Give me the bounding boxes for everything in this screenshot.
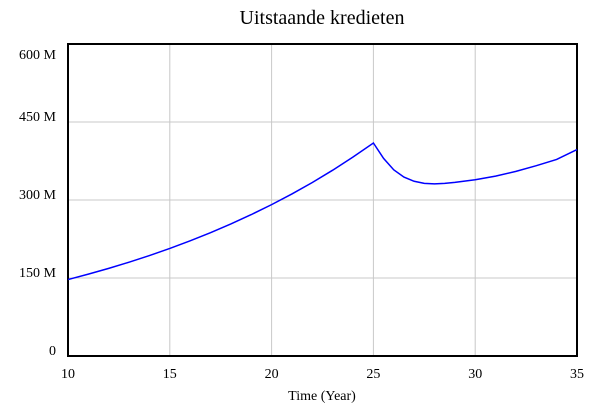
chart-title: Uitstaande kredieten [240, 7, 405, 29]
x-tick-label: 15 [163, 367, 177, 382]
y-tick-label: 450 M [19, 110, 57, 125]
x-tick-label: 35 [570, 367, 584, 382]
series-line [67, 141, 578, 281]
y-tick-label: 300 M [19, 188, 57, 203]
x-tick-label: 20 [265, 367, 279, 382]
y-tick-label: 0 [49, 344, 56, 359]
x-tick-label: 10 [61, 367, 75, 382]
y-tick-label: 150 M [19, 266, 57, 281]
y-tick-label: 600 M [19, 48, 57, 63]
x-tick-label: 25 [366, 367, 380, 382]
x-axis-label: Time (Year) [288, 389, 356, 404]
x-tick-label: 30 [468, 367, 482, 382]
plot-frame [67, 43, 578, 357]
